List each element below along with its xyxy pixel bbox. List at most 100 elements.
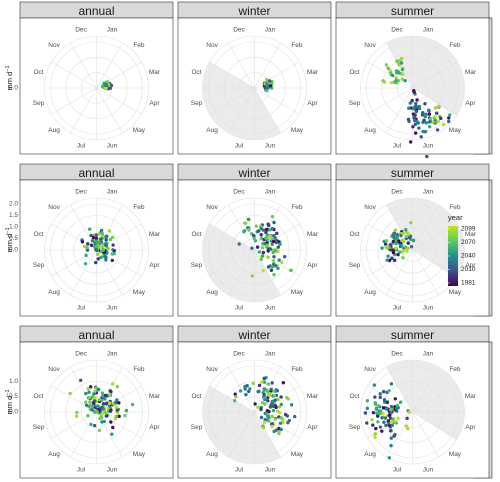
- point-0-2-2-7: [441, 122, 446, 127]
- point-1-1-0-53: [259, 236, 264, 241]
- month-label-0-1-2: Mar: [307, 69, 319, 76]
- point-2-2-0-63: [376, 414, 380, 418]
- point-2-0-0-126: [108, 392, 112, 397]
- point-2-0-0-107: [117, 414, 121, 419]
- point-1-0-0-34: [82, 244, 87, 249]
- legend-label-4: 1981: [461, 280, 476, 287]
- point-1-1-0-92: [260, 246, 265, 250]
- point-1-1-0-55: [250, 246, 254, 250]
- point-2-0-0-102: [87, 390, 91, 394]
- point-0-2-1-47: [408, 101, 412, 105]
- month-label-0-1-8: Sep: [191, 100, 203, 107]
- grid-spoke-2-1-8: [209, 411, 255, 439]
- month-label-0-0-4: May: [133, 127, 146, 134]
- point-0-2-2-21: [428, 119, 432, 124]
- point-0-2-2-0: [427, 108, 431, 112]
- month-label-2-1-5: Jun: [265, 466, 276, 473]
- point-2-1-0-109: [266, 414, 270, 419]
- point-1-1-0-71: [271, 259, 276, 263]
- point-2-1-0-106: [285, 395, 289, 400]
- point-0-2-0-28: [382, 80, 387, 84]
- point-2-1-0-41: [243, 384, 247, 389]
- point-0-2-1-9: [424, 121, 428, 125]
- point-1-0-0-71: [103, 254, 107, 258]
- point-1-1-0-67: [256, 229, 261, 233]
- point-0-1-0-37: [265, 84, 269, 88]
- month-label-1-0-3: Apr: [149, 262, 160, 269]
- month-label-1-1-9: Oct: [191, 231, 201, 238]
- point-2-1-0-60: [272, 394, 277, 398]
- point-1-1-0-87: [276, 266, 280, 271]
- month-label-0-1-11: Dec: [233, 27, 245, 34]
- point-2-2-0-69: [381, 389, 386, 394]
- point-1-2-0-73: [394, 241, 398, 246]
- point-2-1-0-105: [262, 376, 266, 381]
- point-2-1-0-87: [259, 407, 263, 412]
- point-2-2-0-83: [393, 432, 397, 437]
- point-2-0-0-105: [123, 413, 127, 418]
- point-2-1-0-94: [270, 422, 275, 426]
- point-2-2-0-78: [387, 413, 392, 417]
- y-axis-title-2: mm d−1: [5, 389, 14, 414]
- point-0-2-0-16: [394, 76, 398, 80]
- point-2-1-0-100: [279, 402, 284, 407]
- point-2-0-0-125: [87, 395, 92, 400]
- legend-label-3: 2010: [461, 266, 476, 273]
- grid-spoke-1-0-10: [51, 223, 97, 251]
- month-label-2-0-1: Feb: [133, 366, 145, 373]
- point-2-1-0-30: [257, 389, 261, 394]
- month-label-1-2-3: Apr: [465, 262, 476, 269]
- point-1-2-0-54: [404, 228, 408, 232]
- point-2-2-0-57: [389, 382, 394, 386]
- point-1-2-0-49: [401, 256, 405, 260]
- point-2-2-0-9: [373, 432, 377, 436]
- month-label-2-0-7: Aug: [48, 451, 60, 458]
- point-0-2-2-22: [436, 119, 441, 123]
- grid-spoke-0-2-5: [412, 87, 439, 134]
- month-label-0-0-5: Jun: [107, 142, 118, 149]
- point-1-0-0-29: [91, 235, 96, 240]
- point-1-1-0-50: [237, 242, 241, 246]
- point-2-0-0-89: [79, 378, 83, 383]
- point-2-1-0-8: [262, 380, 267, 384]
- point-1-0-0-64: [80, 240, 85, 244]
- month-label-2-0-4: May: [133, 451, 146, 458]
- month-label-0-1-9: Oct: [191, 69, 201, 76]
- month-label-0-0-7: Aug: [48, 127, 60, 134]
- point-2-0-0-127: [97, 428, 102, 433]
- point-1-1-0-57: [274, 240, 279, 245]
- point-2-1-0-55: [270, 414, 275, 419]
- point-0-2-0-21: [399, 61, 404, 65]
- legend-title: year: [448, 213, 463, 222]
- grid-spoke-1-0-7: [70, 249, 97, 296]
- point-2-0-0-118: [94, 409, 99, 414]
- point-2-1-0-85: [234, 395, 238, 399]
- point-0-2-2-15: [433, 115, 437, 119]
- point-1-2-0-67: [401, 231, 405, 236]
- month-label-0-2-3: Apr: [465, 100, 476, 107]
- month-label-2-2-10: Nov: [364, 366, 376, 373]
- point-0-2-0-34: [386, 66, 390, 70]
- point-0-2-1-7: [414, 101, 418, 106]
- point-1-1-0-75: [244, 221, 248, 225]
- month-label-1-1-4: May: [291, 289, 304, 296]
- month-label-1-0-9: Oct: [33, 231, 43, 238]
- point-2-0-0-124: [115, 384, 120, 389]
- point-1-1-0-66: [254, 224, 259, 228]
- point-0-0-0-34: [104, 86, 109, 90]
- legend-label-0: 2099: [461, 226, 476, 233]
- point-2-2-0-86: [378, 425, 383, 429]
- point-2-2-0-66: [389, 420, 394, 424]
- point-1-1-0-33: [266, 255, 270, 259]
- point-2-1-0-3: [281, 380, 286, 385]
- point-2-2-0-59: [381, 411, 385, 416]
- point-2-1-0-66: [243, 387, 247, 391]
- point-0-2-0-17: [403, 78, 407, 83]
- point-2-1-0-62: [269, 387, 273, 392]
- point-2-2-0-11: [378, 395, 382, 400]
- month-label-1-1-0: Jan: [265, 189, 276, 196]
- point-1-2-0-14: [390, 256, 394, 260]
- point-1-2-0-47: [385, 258, 389, 262]
- point-2-2-0-18: [380, 429, 384, 433]
- point-2-2-0-32: [383, 416, 388, 420]
